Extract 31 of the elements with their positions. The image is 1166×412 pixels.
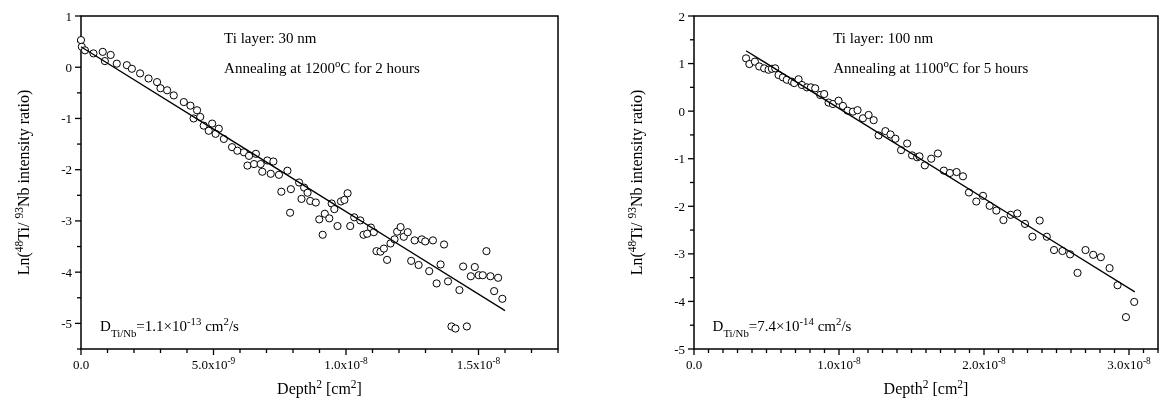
annotation: Annealing at 1100$^{o}$C for 5 hours [833, 56, 1029, 76]
x-tick-label: 0.0 [685, 357, 703, 372]
x-tick-label: 1.5x10$^{-8}$ [456, 356, 501, 372]
annotation: Ti layer: 30 nm [224, 29, 317, 46]
y-tick-label: -5 [674, 341, 685, 357]
y-tick-label: -3 [61, 213, 72, 229]
y-tick-label: -4 [674, 293, 686, 309]
x-tick-label: 1.0x10$^{-8}$ [324, 356, 369, 372]
annotation: D$_{Ti/Nb}$=7.4×10$^{-14}$ cm$^{2}$/s [712, 314, 852, 339]
y-tick-label: -2 [61, 162, 72, 178]
x-tick-label: 3.0x10$^{-8}$ [1107, 356, 1152, 372]
x-tick-label: 1.0x10$^{-8}$ [817, 356, 862, 372]
y-tick-label: -4 [61, 264, 73, 280]
y-tick-label: 2 [678, 8, 685, 24]
y-tick-label: 1 [678, 56, 685, 72]
y-tick-label: 0 [678, 103, 685, 119]
y-tick-label: -1 [61, 110, 72, 126]
x-axis-title: Depth$^{2}$ [cm$^{2}$] [883, 378, 969, 398]
y-tick-label: -3 [674, 246, 685, 262]
y-tick-label: -2 [674, 198, 685, 214]
y-tick-label: -1 [674, 151, 685, 167]
y-tick-label: 0 [65, 59, 72, 75]
x-tick-label: 2.0x10$^{-8}$ [962, 356, 1007, 372]
y-tick-label: 1 [65, 8, 72, 24]
annotation: D$_{Ti/Nb}$=1.1×10$^{-13}$ cm$^{2}$/s [100, 314, 240, 339]
x-tick-label: 5.0x10$^{-9}$ [191, 356, 236, 372]
x-tick-label: 0.0 [72, 357, 90, 372]
y-tick-label: -5 [61, 315, 72, 331]
x-axis-title: Depth$^{2}$ [cm$^{2}$] [277, 378, 362, 398]
annotation: Annealing at 1200$^{o}$C for 2 hours [224, 56, 421, 76]
annotation: Ti layer: 100 nm [833, 29, 934, 46]
